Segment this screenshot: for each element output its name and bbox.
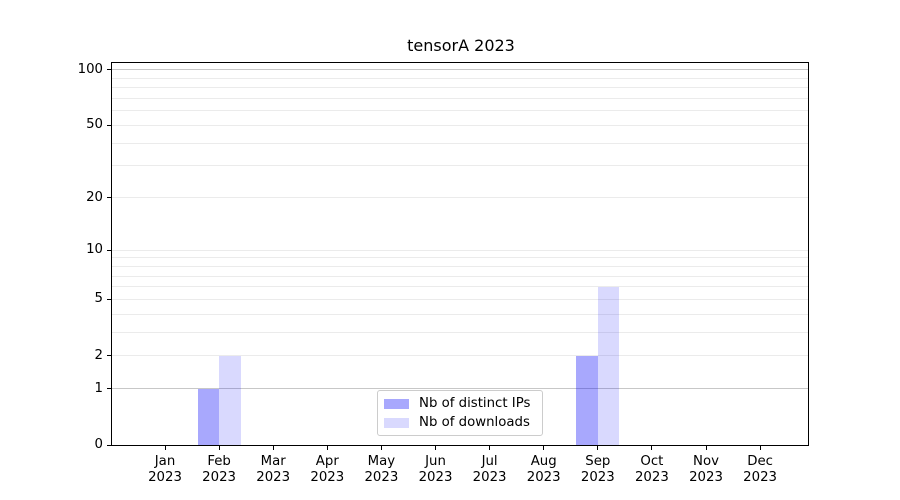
x-tick-mark-jun <box>435 446 436 450</box>
y-gridline-4 <box>112 313 808 315</box>
x-tick-mark-feb <box>218 446 220 450</box>
y-tick-label-20: 20 <box>86 189 103 205</box>
x-tick-label-dec: Dec 2023 <box>743 454 778 485</box>
y-tick-label-5: 5 <box>94 291 103 307</box>
legend: Nb of distinct IPs Nb of downloads <box>377 390 543 436</box>
y-gridline-60 <box>112 110 808 112</box>
y-gridline-90 <box>112 77 808 79</box>
x-tick-label-jul: Jul 2023 <box>472 454 507 485</box>
y-tick-mark-0 <box>107 444 111 446</box>
y-gridline-40 <box>112 142 808 144</box>
y-tick-mark-5 <box>107 298 111 300</box>
x-tick-label-jun: Jun 2023 <box>418 454 453 485</box>
x-tick-label-apr: Apr 2023 <box>310 454 345 485</box>
x-tick-mark-jul <box>489 446 491 450</box>
x-tick-mark-apr <box>326 446 328 450</box>
y-tick-label-2: 2 <box>94 347 103 363</box>
x-tick-label-oct: Oct 2023 <box>634 454 669 485</box>
x-tick-mark-nov <box>705 446 707 450</box>
y-gridline-6 <box>112 286 808 288</box>
y-gridline-9 <box>112 257 808 259</box>
y-gridline-5 <box>112 298 808 300</box>
chart-title: tensorA 2023 <box>407 36 515 55</box>
bar-nb-of-distinct-ips-sep <box>576 355 598 445</box>
x-tick-mark-dec <box>759 446 761 450</box>
x-tick-mark-aug <box>543 446 545 450</box>
y-gridline-8 <box>112 265 808 267</box>
x-tick-label-aug: Aug 2023 <box>526 454 561 485</box>
y-gridline-3 <box>112 331 808 333</box>
y-tick-mark-100 <box>107 69 111 71</box>
x-tick-mark-oct <box>651 446 653 450</box>
legend-item-downloads: Nb of downloads <box>384 415 536 430</box>
y-tick-label-50: 50 <box>86 117 103 133</box>
legend-label-distinct-ips: Nb of distinct IPs <box>419 396 531 411</box>
y-tick-mark-20 <box>107 197 111 199</box>
y-gridline-1 <box>112 388 808 390</box>
y-gridline-2 <box>112 355 808 357</box>
legend-label-downloads: Nb of downloads <box>419 415 530 430</box>
y-gridline-20 <box>112 197 808 199</box>
bar-nb-of-downloads-sep <box>597 286 620 445</box>
legend-swatch-downloads <box>384 417 409 428</box>
x-tick-mark-jan <box>164 446 166 450</box>
y-tick-mark-50 <box>107 124 111 126</box>
x-tick-label-sep: Sep 2023 <box>580 454 615 485</box>
y-gridline-70 <box>112 98 808 100</box>
legend-swatch-distinct-ips <box>384 398 409 409</box>
y-tick-label-1: 1 <box>94 380 103 396</box>
x-tick-label-may: May 2023 <box>364 454 399 485</box>
x-tick-label-jan: Jan 2023 <box>148 454 182 485</box>
x-tick-label-nov: Nov 2023 <box>689 454 723 485</box>
y-gridline-7 <box>112 275 808 277</box>
x-tick-mark-sep <box>597 446 599 450</box>
bar-nb-of-distinct-ips-feb <box>197 388 220 445</box>
y-tick-mark-2 <box>107 355 111 357</box>
x-tick-mark-mar <box>272 446 274 450</box>
y-tick-label-0: 0 <box>94 437 103 452</box>
bar-nb-of-downloads-feb <box>219 355 241 445</box>
y-gridline-50 <box>112 124 808 126</box>
y-gridline-10 <box>112 249 808 251</box>
plot-area: Nb of distinct IPs Nb of downloads <box>111 62 809 446</box>
y-tick-mark-10 <box>107 249 111 251</box>
x-tick-label-feb: Feb 2023 <box>202 454 237 485</box>
y-tick-mark-1 <box>107 388 111 390</box>
legend-item-distinct-ips: Nb of distinct IPs <box>384 396 536 411</box>
y-gridline-80 <box>112 87 808 89</box>
x-tick-label-mar: Mar 2023 <box>256 454 291 485</box>
y-gridline-100 <box>112 69 808 71</box>
y-tick-label-10: 10 <box>86 242 103 258</box>
y-gridline-30 <box>112 165 808 167</box>
x-tick-mark-may <box>380 446 382 450</box>
y-tick-label-100: 100 <box>77 61 103 77</box>
